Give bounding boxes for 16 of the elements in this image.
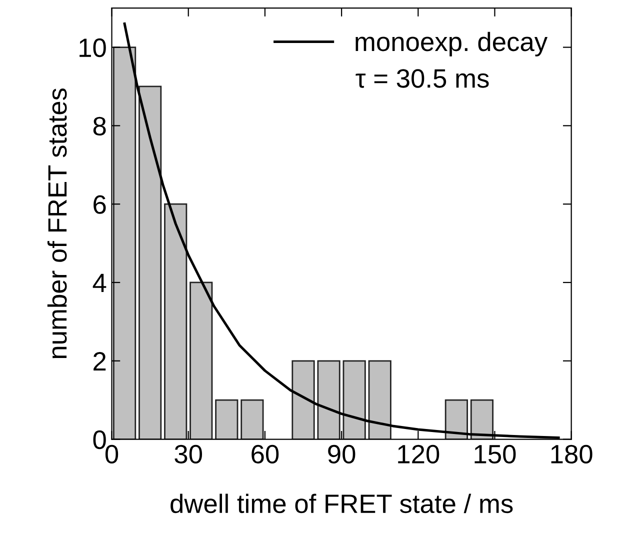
x-tick-label: 120	[398, 444, 440, 464]
y-tick-label: 8	[93, 116, 106, 136]
y-tick-label: 6	[94, 195, 106, 214]
x-tick-label: 90	[328, 444, 356, 464]
y-tick-label: 10	[80, 38, 106, 58]
y-tick-label: 0	[93, 430, 106, 450]
x-tick-label: 60	[252, 444, 279, 464]
x-tick-label: 30	[174, 444, 202, 464]
legend-label: monoexp. decay	[356, 32, 548, 56]
x-axis-title: dwell time of FRET state / ms	[170, 494, 513, 514]
x-tick-label: 180	[551, 444, 592, 464]
y-axis-title: number of FRET states	[47, 88, 67, 358]
annotation: τ = 30.5 ms	[356, 69, 489, 88]
x-tick-label: 150	[474, 444, 516, 464]
y-tick-label: 2	[94, 352, 106, 370]
y-tick-label: 4	[92, 274, 106, 292]
